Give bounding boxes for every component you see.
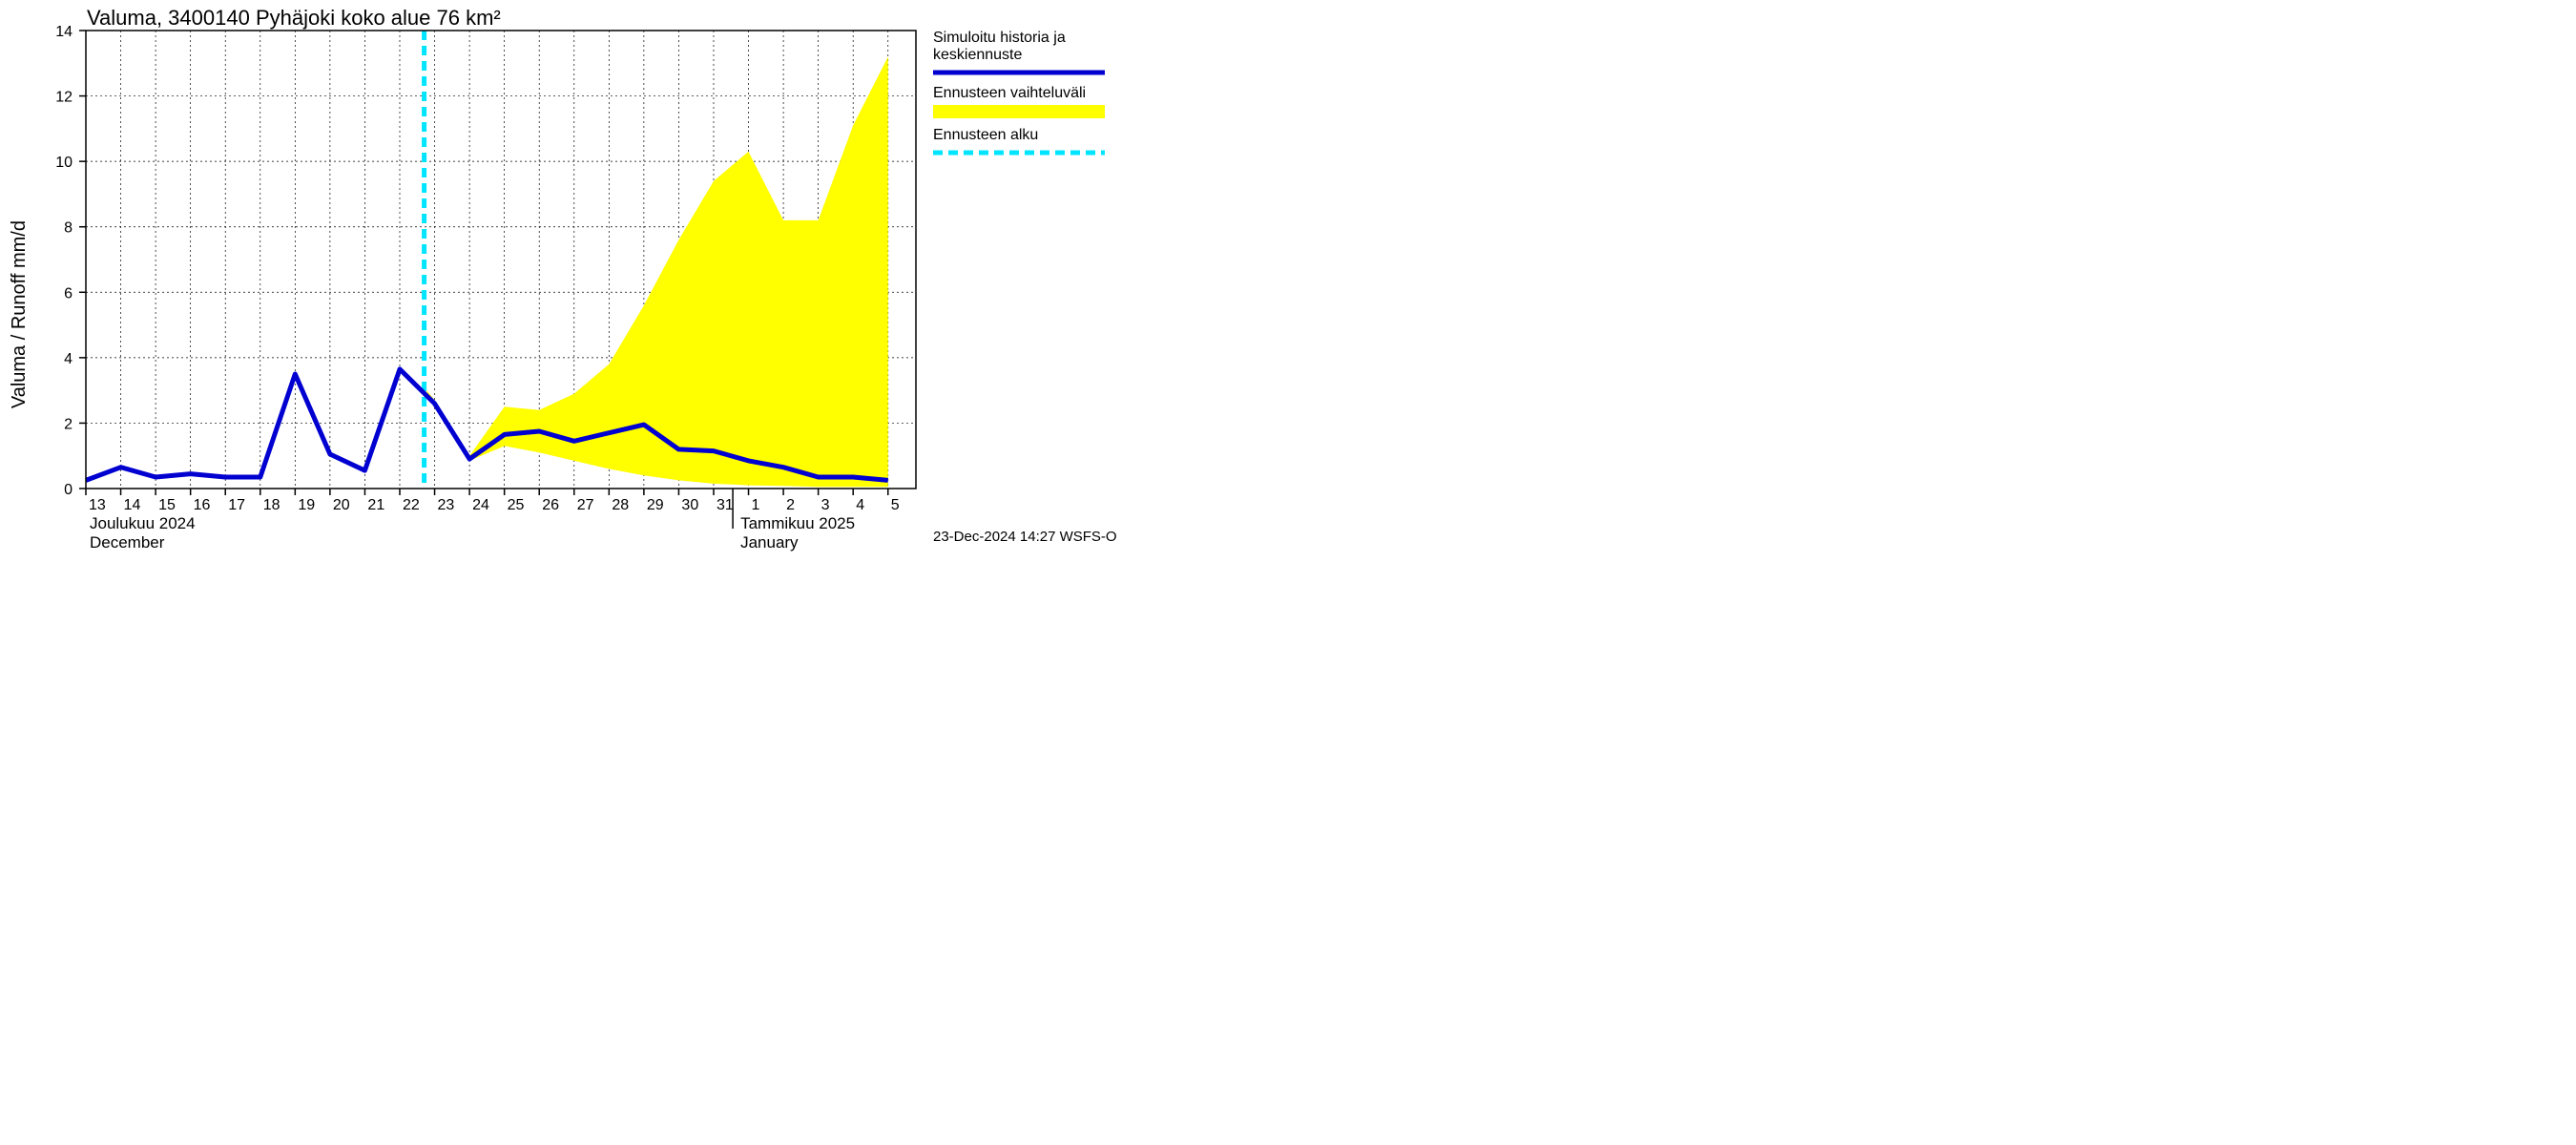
xtick-label: 20 — [333, 497, 350, 513]
xtick-label: 18 — [263, 497, 280, 513]
ytick-label: 12 — [55, 90, 73, 106]
legend-swatch-band — [933, 105, 1105, 118]
chart-footer: 23-Dec-2024 14:27 WSFS-O — [933, 529, 1117, 545]
xtick-label: 13 — [89, 497, 106, 513]
xtick-label: 16 — [194, 497, 211, 513]
xtick-label: 2 — [786, 497, 795, 513]
xtick-label: 4 — [856, 497, 864, 513]
xtick-label: 25 — [508, 497, 525, 513]
ytick-label: 6 — [64, 285, 73, 302]
chart-title: Valuma, 3400140 Pyhäjoki koko alue 76 km… — [87, 6, 501, 30]
xtick-label: 17 — [228, 497, 245, 513]
xtick-label: 1 — [752, 497, 760, 513]
xtick-label: 21 — [367, 497, 384, 513]
legend-item-1-line1: Simuloitu historia ja — [933, 30, 1066, 46]
ytick-label: 10 — [55, 155, 73, 171]
legend-item-1-line2: keskiennuste — [933, 47, 1022, 63]
legend-item-3-line1: Ennusteen alku — [933, 127, 1038, 143]
xtick-label: 15 — [158, 497, 176, 513]
xtick-label: 30 — [681, 497, 698, 513]
xtick-label: 31 — [717, 497, 734, 513]
ytick-label: 8 — [64, 220, 73, 237]
xtick-label: 5 — [891, 497, 900, 513]
xtick-label: 29 — [647, 497, 664, 513]
xtick-label: 28 — [612, 497, 629, 513]
xtick-label: 14 — [124, 497, 141, 513]
ytick-label: 14 — [55, 24, 73, 40]
chart-svg: 0246810121413141516171819202122232425262… — [0, 0, 1288, 572]
month-label-right-top: Tammikuu 2025 — [740, 514, 855, 532]
xtick-label: 23 — [438, 497, 455, 513]
xtick-label: 27 — [577, 497, 594, 513]
xtick-label: 3 — [821, 497, 830, 513]
month-label-left-top: Joulukuu 2024 — [90, 514, 196, 532]
runoff-chart: 0246810121413141516171819202122232425262… — [0, 0, 1288, 572]
xtick-label: 26 — [542, 497, 559, 513]
ytick-label: 0 — [64, 482, 73, 498]
month-label-right-bottom: January — [740, 533, 799, 552]
xtick-label: 24 — [472, 497, 489, 513]
xtick-label: 22 — [403, 497, 420, 513]
ytick-label: 2 — [64, 416, 73, 432]
xtick-label: 19 — [298, 497, 315, 513]
ytick-label: 4 — [64, 351, 73, 367]
month-label-left-bottom: December — [90, 533, 165, 552]
y-axis-label: Valuma / Runoff mm/d — [9, 220, 30, 408]
legend-item-2-line1: Ennusteen vaihteluväli — [933, 85, 1086, 101]
